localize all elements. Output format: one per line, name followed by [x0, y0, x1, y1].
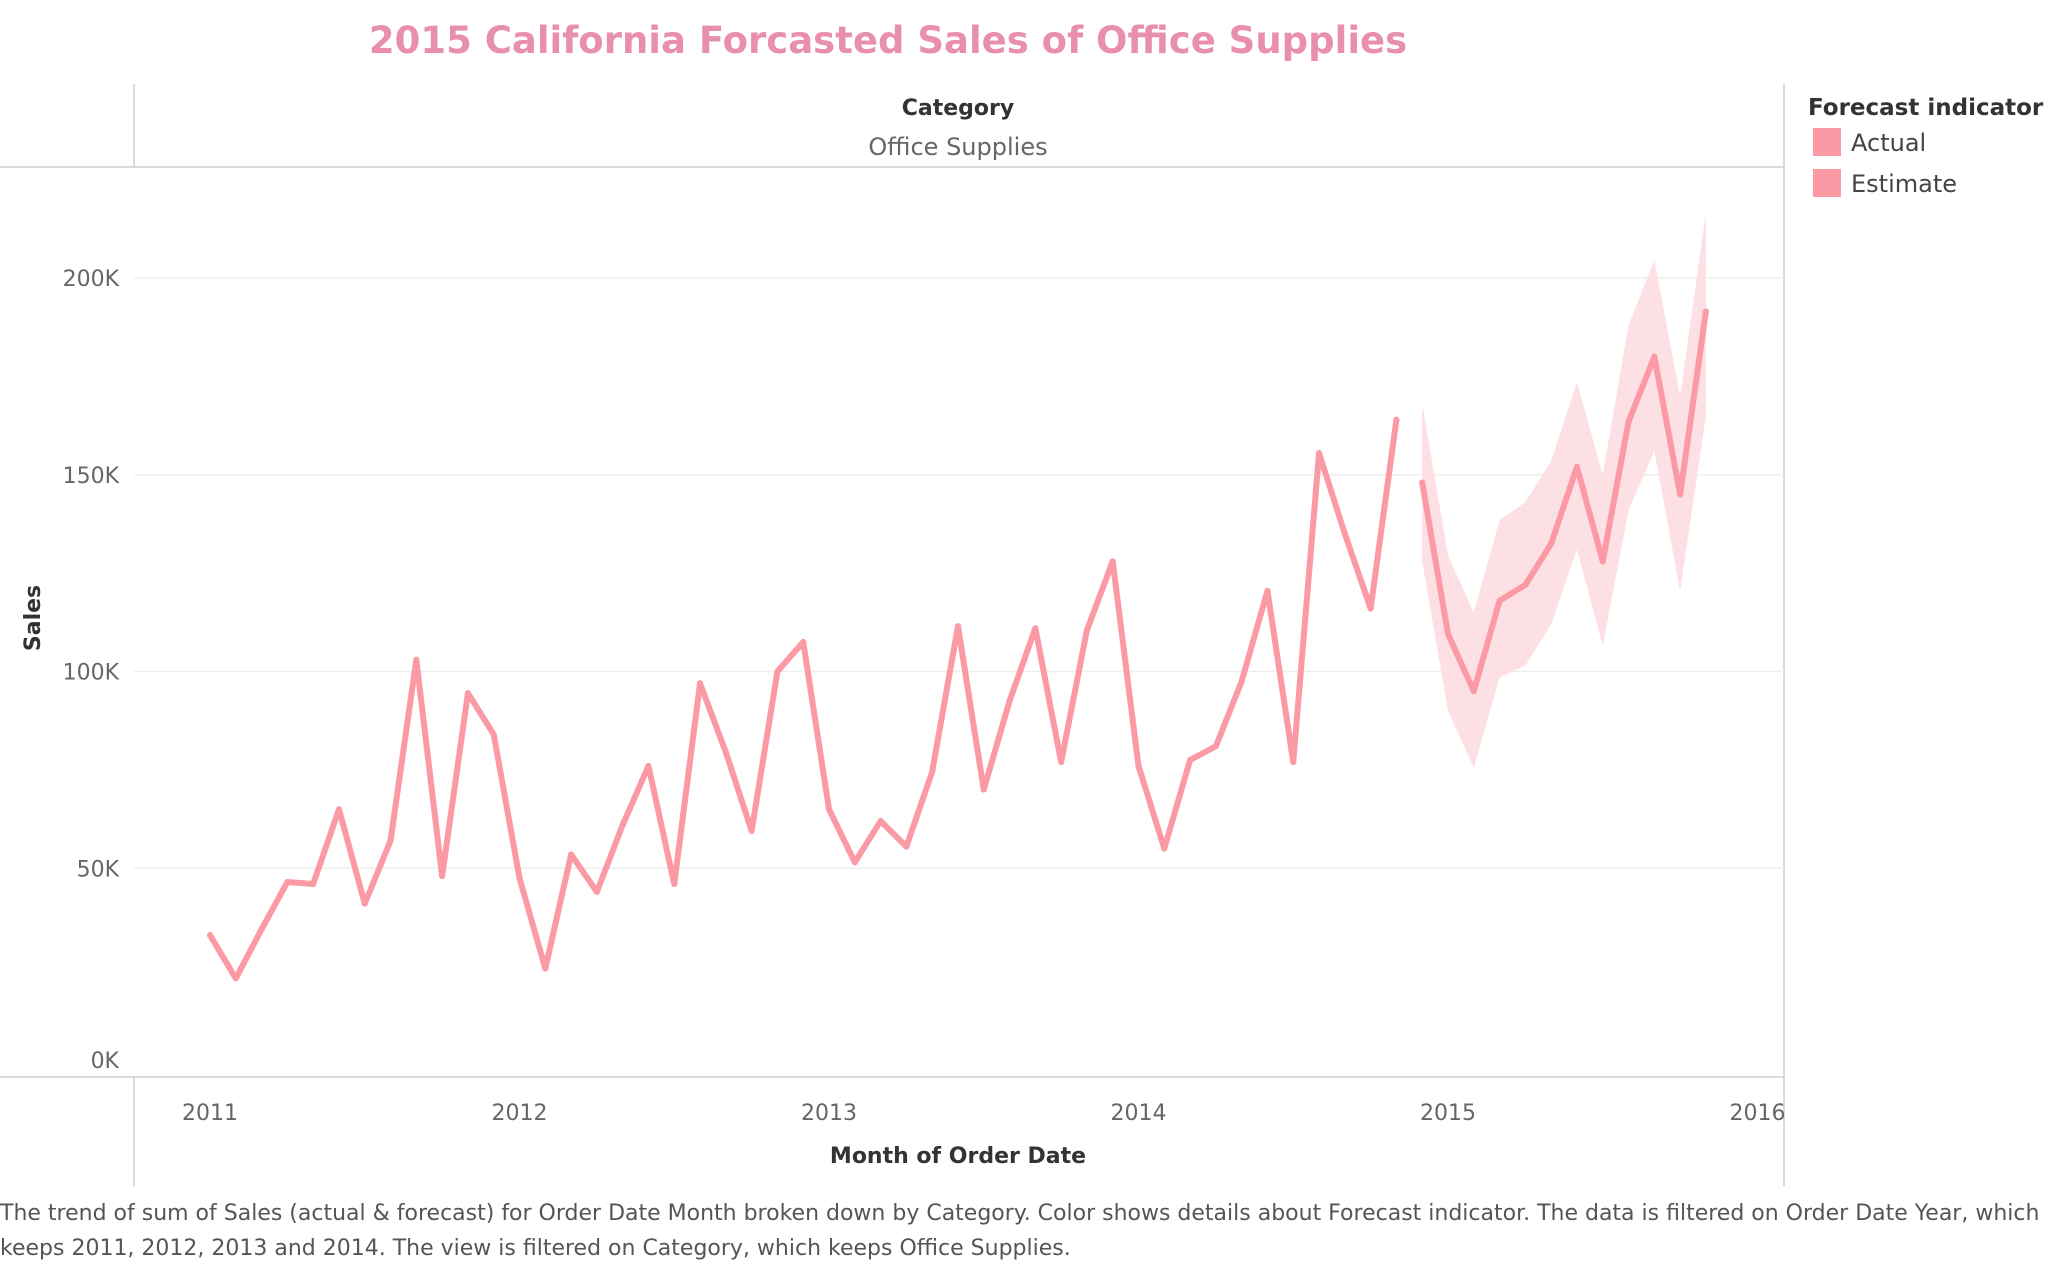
data-point-actual[interactable]: [1006, 698, 1013, 705]
x-tick-label: 2015: [1420, 1101, 1476, 1126]
data-point-estimate[interactable]: [1702, 308, 1709, 315]
data-point-actual[interactable]: [1161, 845, 1168, 852]
data-point-estimate[interactable]: [1548, 540, 1555, 547]
forecast-confidence-band: [1422, 213, 1706, 768]
x-tick-label: 2014: [1111, 1101, 1167, 1126]
data-point-estimate[interactable]: [1573, 463, 1580, 470]
data-point-estimate[interactable]: [1470, 688, 1477, 695]
data-point-actual[interactable]: [1135, 762, 1142, 769]
data-point-actual[interactable]: [1264, 587, 1271, 594]
data-point-actual[interactable]: [1083, 627, 1090, 634]
category-header-label: Category: [902, 96, 1014, 121]
data-point-actual[interactable]: [671, 880, 678, 887]
data-point-estimate[interactable]: [1496, 597, 1503, 604]
y-axis-label: Sales: [21, 585, 46, 651]
data-point-actual[interactable]: [1109, 558, 1116, 565]
data-point-actual[interactable]: [568, 851, 575, 858]
data-point-actual[interactable]: [284, 879, 291, 886]
data-point-estimate[interactable]: [1445, 631, 1451, 638]
data-point-actual[interactable]: [1290, 759, 1297, 766]
data-point-actual[interactable]: [954, 623, 961, 630]
forecast-band: [1422, 213, 1706, 768]
x-tick-label: 2012: [492, 1101, 548, 1126]
data-point-actual[interactable]: [800, 638, 807, 645]
data-point-estimate[interactable]: [1522, 581, 1529, 588]
data-point-actual[interactable]: [877, 818, 884, 825]
data-point-actual[interactable]: [1212, 743, 1219, 750]
category-header-value: Office Supplies: [868, 133, 1047, 161]
data-point-actual[interactable]: [1316, 450, 1323, 457]
data-point-actual[interactable]: [413, 656, 420, 663]
data-point-estimate[interactable]: [1419, 479, 1426, 486]
data-point-actual[interactable]: [361, 900, 368, 907]
data-point-actual[interactable]: [826, 806, 832, 813]
data-point-actual[interactable]: [903, 843, 910, 850]
y-tick-label: 200K: [63, 267, 120, 292]
x-axis-ticks: 2011 2012 2013 2014 2015 2016: [182, 1101, 1786, 1126]
data-point-actual[interactable]: [1341, 530, 1348, 537]
data-point-actual[interactable]: [490, 731, 497, 738]
y-tick-label: 150K: [63, 464, 120, 489]
data-point-actual[interactable]: [851, 859, 858, 866]
data-point-actual[interactable]: [335, 806, 342, 813]
y-tick-label: 50K: [77, 857, 120, 882]
data-point-actual[interactable]: [593, 888, 600, 895]
data-point-actual[interactable]: [619, 821, 626, 828]
x-axis-label: Month of Order Date: [830, 1144, 1086, 1169]
chart-title: 2015 California Forcasted Sales of Offic…: [369, 19, 1407, 62]
data-point-actual[interactable]: [439, 873, 446, 880]
data-point-actual[interactable]: [697, 680, 704, 687]
data-point-actual[interactable]: [748, 827, 755, 834]
data-point-actual[interactable]: [232, 975, 239, 982]
data-point-actual[interactable]: [722, 749, 729, 756]
data-point-actual[interactable]: [1187, 757, 1194, 764]
data-point-actual[interactable]: [1393, 416, 1400, 423]
x-tick-label: 2016: [1730, 1101, 1786, 1126]
y-tick-label: 0K: [91, 1049, 120, 1074]
data-point-estimate[interactable]: [1651, 353, 1658, 360]
data-point-actual[interactable]: [980, 786, 987, 793]
data-point-estimate[interactable]: [1625, 418, 1632, 425]
legend-swatch-actual: [1813, 128, 1841, 156]
series-line-actual: [207, 416, 1400, 982]
data-point-actual[interactable]: [464, 690, 471, 697]
data-point-actual[interactable]: [1367, 605, 1374, 612]
data-point-actual[interactable]: [387, 837, 394, 844]
legend-label-actual: Actual: [1851, 129, 1926, 157]
y-tick-label: 100K: [63, 661, 120, 686]
x-tick-label: 2013: [801, 1101, 857, 1126]
legend-label-estimate: Estimate: [1851, 170, 1957, 198]
legend-swatch-estimate: [1813, 169, 1841, 197]
data-point-actual[interactable]: [929, 768, 936, 775]
data-point-actual[interactable]: [258, 926, 265, 933]
chart-caption: The trend of sum of Sales (actual & fore…: [0, 1201, 2040, 1261]
legend-title: Forecast indicator: [1808, 95, 2044, 121]
data-point-actual[interactable]: [774, 668, 781, 675]
legend: Forecast indicator Actual Estimate: [1808, 95, 2044, 198]
data-point-actual[interactable]: [1032, 625, 1039, 632]
data-point-actual[interactable]: [310, 880, 317, 887]
data-point-actual[interactable]: [542, 965, 549, 972]
y-axis-ticks: 0K 50K 100K 150K 200K: [63, 267, 120, 1074]
data-point-actual[interactable]: [645, 762, 652, 769]
data-point-actual[interactable]: [1058, 759, 1065, 766]
data-point-actual[interactable]: [207, 932, 213, 939]
x-tick-label: 2011: [182, 1101, 238, 1126]
pane-frame: [0, 84, 1785, 1186]
series-line-estimate: [1419, 308, 1709, 695]
series-lines: [207, 308, 1709, 982]
data-point-estimate[interactable]: [1677, 491, 1684, 498]
data-point-estimate[interactable]: [1599, 558, 1606, 565]
data-point-actual[interactable]: [1238, 678, 1245, 685]
data-point-actual[interactable]: [516, 875, 523, 882]
